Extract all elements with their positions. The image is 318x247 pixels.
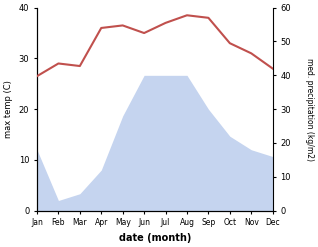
Y-axis label: med. precipitation (kg/m2): med. precipitation (kg/m2) xyxy=(305,58,314,161)
X-axis label: date (month): date (month) xyxy=(119,233,191,243)
Y-axis label: max temp (C): max temp (C) xyxy=(4,80,13,138)
